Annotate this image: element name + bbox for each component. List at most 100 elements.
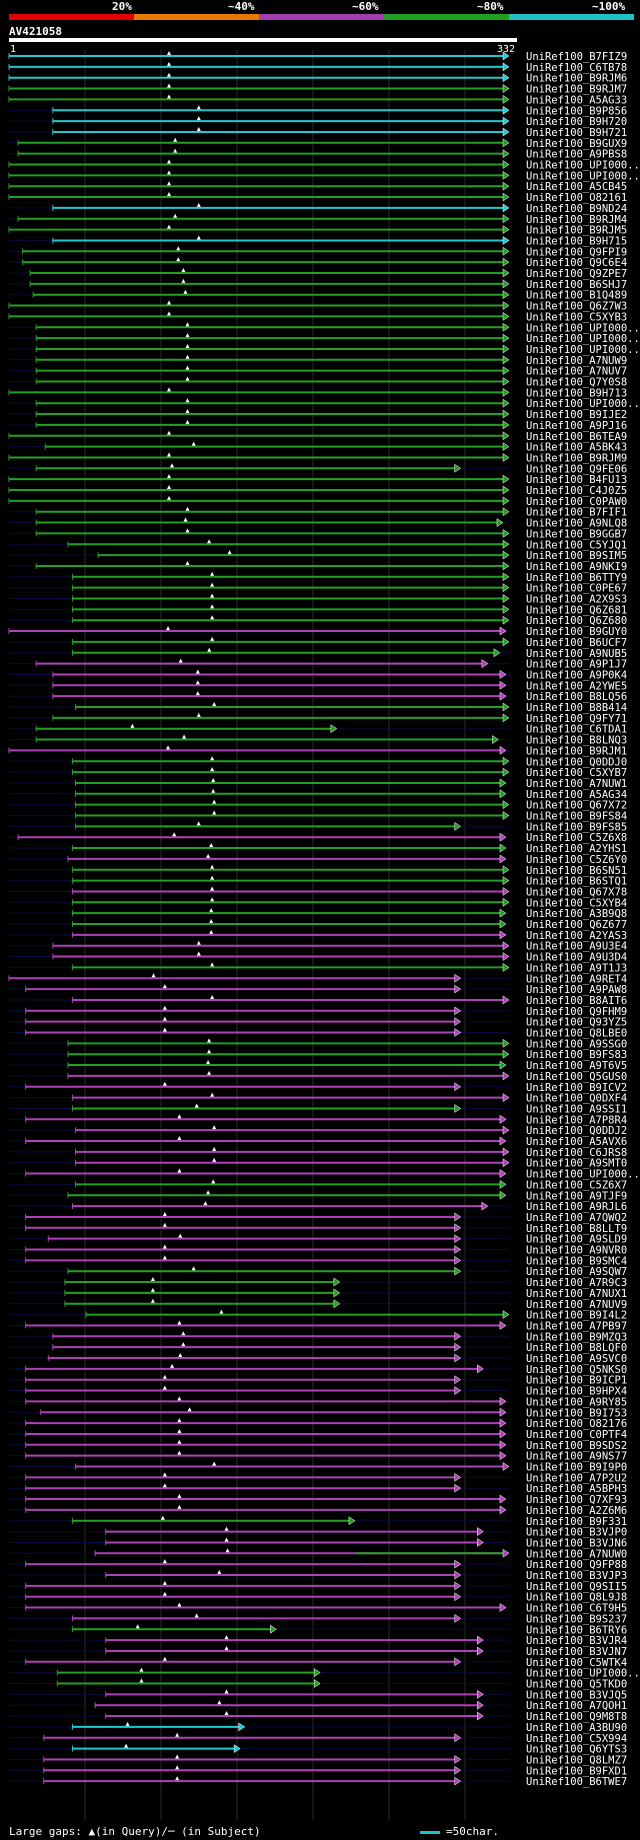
hit-row[interactable]: UniRef100_B8B414	[9, 702, 627, 714]
hit-row[interactable]: UniRef100_B9HPX4	[9, 1385, 627, 1398]
hit-row[interactable]: UniRef100_A9SVC0	[9, 1353, 627, 1365]
hit-row[interactable]: UniRef100_A2Z6M6	[9, 1504, 627, 1517]
hit-row[interactable]: UniRef100_B6TWE7	[9, 1776, 627, 1788]
hit-row[interactable]: UniRef100_Q9FP88	[9, 1559, 627, 1571]
hit-row[interactable]: UniRef100_A9TJF9	[9, 1190, 627, 1202]
hit-row[interactable]: UniRef100_B6TEA9	[8, 430, 627, 443]
hit-row[interactable]: UniRef100_C5XYB4	[9, 897, 627, 909]
hit-row[interactable]: UniRef100_Q8L9J8	[9, 1591, 627, 1604]
hit-row[interactable]: UniRef100_A9SMT0	[9, 1157, 627, 1170]
hit-row[interactable]: UniRef100_A9PJ16	[9, 419, 627, 432]
hit-row[interactable]: UniRef100_C5Z6Y0	[9, 853, 627, 866]
hit-row[interactable]: UniRef100_C5WTK4	[9, 1656, 627, 1669]
hit-row[interactable]: UniRef100_B3VJN7	[9, 1645, 627, 1658]
hit-row[interactable]: UniRef100_Q0DDJ0	[9, 756, 627, 768]
hit-row[interactable]: UniRef100_Q9FY71	[9, 712, 627, 725]
hit-row[interactable]: UniRef100_A7PB97	[9, 1320, 627, 1332]
hit-row[interactable]: UniRef100_Q7XF93	[9, 1494, 627, 1506]
hit-row[interactable]: UniRef100_UPI000...	[9, 1168, 640, 1181]
hit-row[interactable]: UniRef100_B9SIM5	[9, 550, 627, 562]
hit-row[interactable]: UniRef100_C6TDA1	[9, 723, 627, 736]
hit-row[interactable]: UniRef100_A2YWE5	[9, 680, 627, 692]
hit-row[interactable]: UniRef100_B4FU13	[8, 474, 627, 486]
hit-row[interactable]: UniRef100_B9FXD1	[9, 1765, 627, 1777]
hit-row[interactable]: UniRef100_A5CB45	[8, 181, 627, 193]
hit-row[interactable]: UniRef100_C5Z6X8	[9, 832, 627, 844]
hit-row[interactable]: UniRef100_C6JRS8	[9, 1146, 627, 1159]
hit-row[interactable]: UniRef100_UPI000...	[8, 170, 640, 182]
hit-row[interactable]: UniRef100_B1Q489	[9, 289, 627, 302]
hit-row[interactable]: UniRef100_B9MZQ3	[9, 1331, 627, 1343]
hit-row[interactable]: UniRef100_A7NUX1	[9, 1287, 627, 1300]
hit-row[interactable]: UniRef100_O82161	[8, 192, 627, 204]
hit-row[interactable]: UniRef100_C6TB78	[8, 61, 627, 74]
hit-row[interactable]: UniRef100_A7QOH1	[9, 1700, 627, 1712]
hit-row[interactable]: UniRef100_B9I9P0	[9, 1461, 627, 1474]
hit-row[interactable]: UniRef100_C5XYB3	[8, 311, 627, 323]
hit-row[interactable]: UniRef100_B9FS85	[9, 821, 627, 833]
hit-row[interactable]: UniRef100_A7NUW1	[9, 777, 627, 790]
hit-row[interactable]: UniRef100_A9RJL6	[9, 1201, 627, 1213]
hit-row[interactable]: UniRef100_Q6Z681	[9, 604, 627, 616]
hit-row[interactable]: UniRef100_B6TTY9	[9, 571, 627, 584]
hit-row[interactable]: UniRef100_Q67X72	[9, 799, 627, 812]
hit-row[interactable]: UniRef100_C6T9H5	[9, 1602, 627, 1615]
hit-row[interactable]: UniRef100_B9RJM1	[8, 745, 627, 757]
hit-row[interactable]: UniRef100_A9NS77	[9, 1450, 627, 1463]
hit-row[interactable]: UniRef100_B3VJN6	[9, 1537, 627, 1549]
hit-row[interactable]: UniRef100_A9RY85	[9, 1396, 627, 1408]
hit-row[interactable]: UniRef100_A9PAW8	[9, 984, 627, 996]
hit-row[interactable]: UniRef100_A2X9S3	[9, 593, 627, 606]
hit-row[interactable]: UniRef100_B9SDS2	[9, 1439, 627, 1452]
hit-row[interactable]: UniRef100_A9SSI1	[9, 1103, 627, 1115]
hit-row[interactable]: UniRef100_B8LLT9	[9, 1222, 627, 1235]
hit-row[interactable]: UniRef100_B9SMC4	[9, 1255, 627, 1267]
hit-row[interactable]: UniRef100_B9H713	[8, 387, 627, 399]
hit-row[interactable]: UniRef100_C0PTF4	[9, 1428, 627, 1441]
hit-row[interactable]: UniRef100_B9RJM6	[8, 72, 627, 85]
hit-row[interactable]: UniRef100_A5AVX6	[9, 1136, 627, 1148]
hit-row[interactable]: UniRef100_Q0DXF4	[9, 1092, 627, 1105]
hit-row[interactable]: UniRef100_A9U3E4	[9, 940, 627, 953]
hit-row[interactable]: UniRef100_B6SN51	[9, 864, 627, 877]
hit-row[interactable]: UniRef100_Q93YZ5	[9, 1016, 627, 1029]
hit-row[interactable]: UniRef100_C5XYB7	[9, 767, 627, 779]
hit-row[interactable]: UniRef100_B9I4L2	[9, 1309, 627, 1322]
hit-row[interactable]: UniRef100_Q8LBE0	[9, 1027, 627, 1040]
hit-row[interactable]: UniRef100_B9RJM7	[8, 83, 627, 96]
hit-row[interactable]: UniRef100_B6UCF7	[9, 636, 627, 649]
hit-row[interactable]: UniRef100_A7R9C3	[9, 1277, 627, 1289]
hit-row[interactable]: UniRef100_A5AG34	[9, 788, 627, 801]
hit-row[interactable]: UniRef100_A2YAS3	[9, 929, 627, 942]
hit-row[interactable]: UniRef100_Q9M8T8	[9, 1711, 627, 1723]
hit-row[interactable]: UniRef100_B3VJR4	[9, 1635, 627, 1647]
hit-row[interactable]: UniRef100_A9SLD9	[9, 1233, 627, 1246]
hit-row[interactable]: UniRef100_A9T6V5	[9, 1060, 627, 1072]
hit-row[interactable]: UniRef100_B9F331	[9, 1515, 627, 1528]
hit-row[interactable]: UniRef100_A9RET4	[8, 973, 627, 985]
hit-row[interactable]: UniRef100_A7P8R4	[9, 1114, 627, 1126]
hit-row[interactable]: UniRef100_UPI000...	[9, 1667, 640, 1680]
hit-row[interactable]: UniRef100_B6SHJ7	[9, 278, 627, 291]
hit-row[interactable]: UniRef100_B9GGB7	[9, 528, 627, 540]
hit-row[interactable]: UniRef100_C0PAW0	[8, 495, 627, 508]
hit-row[interactable]: UniRef100_A7QWQ2	[9, 1211, 627, 1224]
hit-row[interactable]: UniRef100_C5Z6X7	[9, 1179, 627, 1191]
hit-row[interactable]: UniRef100_A9NVR0	[9, 1244, 627, 1257]
hit-row[interactable]: UniRef100_A3B9Q8	[9, 908, 627, 920]
hit-row[interactable]: UniRef100_B9RJM5	[8, 224, 627, 237]
hit-row[interactable]: UniRef100_Q9FHM9	[9, 1005, 627, 1018]
hit-row[interactable]: UniRef100_B8LQ56	[9, 691, 627, 703]
hit-row[interactable]: UniRef100_B9RJM9	[8, 452, 627, 464]
hit-row[interactable]: UniRef100_Q9SII5	[9, 1580, 627, 1593]
hit-row[interactable]: UniRef100_UPI000...	[9, 343, 640, 356]
hit-row[interactable]: UniRef100_B9FS83	[9, 1049, 627, 1061]
hit-row[interactable]: UniRef100_B9GUY0	[8, 626, 627, 638]
hit-row[interactable]: UniRef100_A9PBS8	[9, 148, 627, 161]
hit-row[interactable]: UniRef100_Q5GUS0	[9, 1070, 627, 1083]
hit-row[interactable]: UniRef100_C0PE67	[9, 582, 627, 595]
hit-row[interactable]: UniRef100_B9ICP1	[9, 1374, 627, 1387]
hit-row[interactable]: UniRef100_B9FS84	[9, 810, 627, 823]
hit-row[interactable]: UniRef100_A9SQW7	[9, 1266, 627, 1278]
hit-row[interactable]: UniRef100_B3VJP3	[9, 1570, 627, 1582]
